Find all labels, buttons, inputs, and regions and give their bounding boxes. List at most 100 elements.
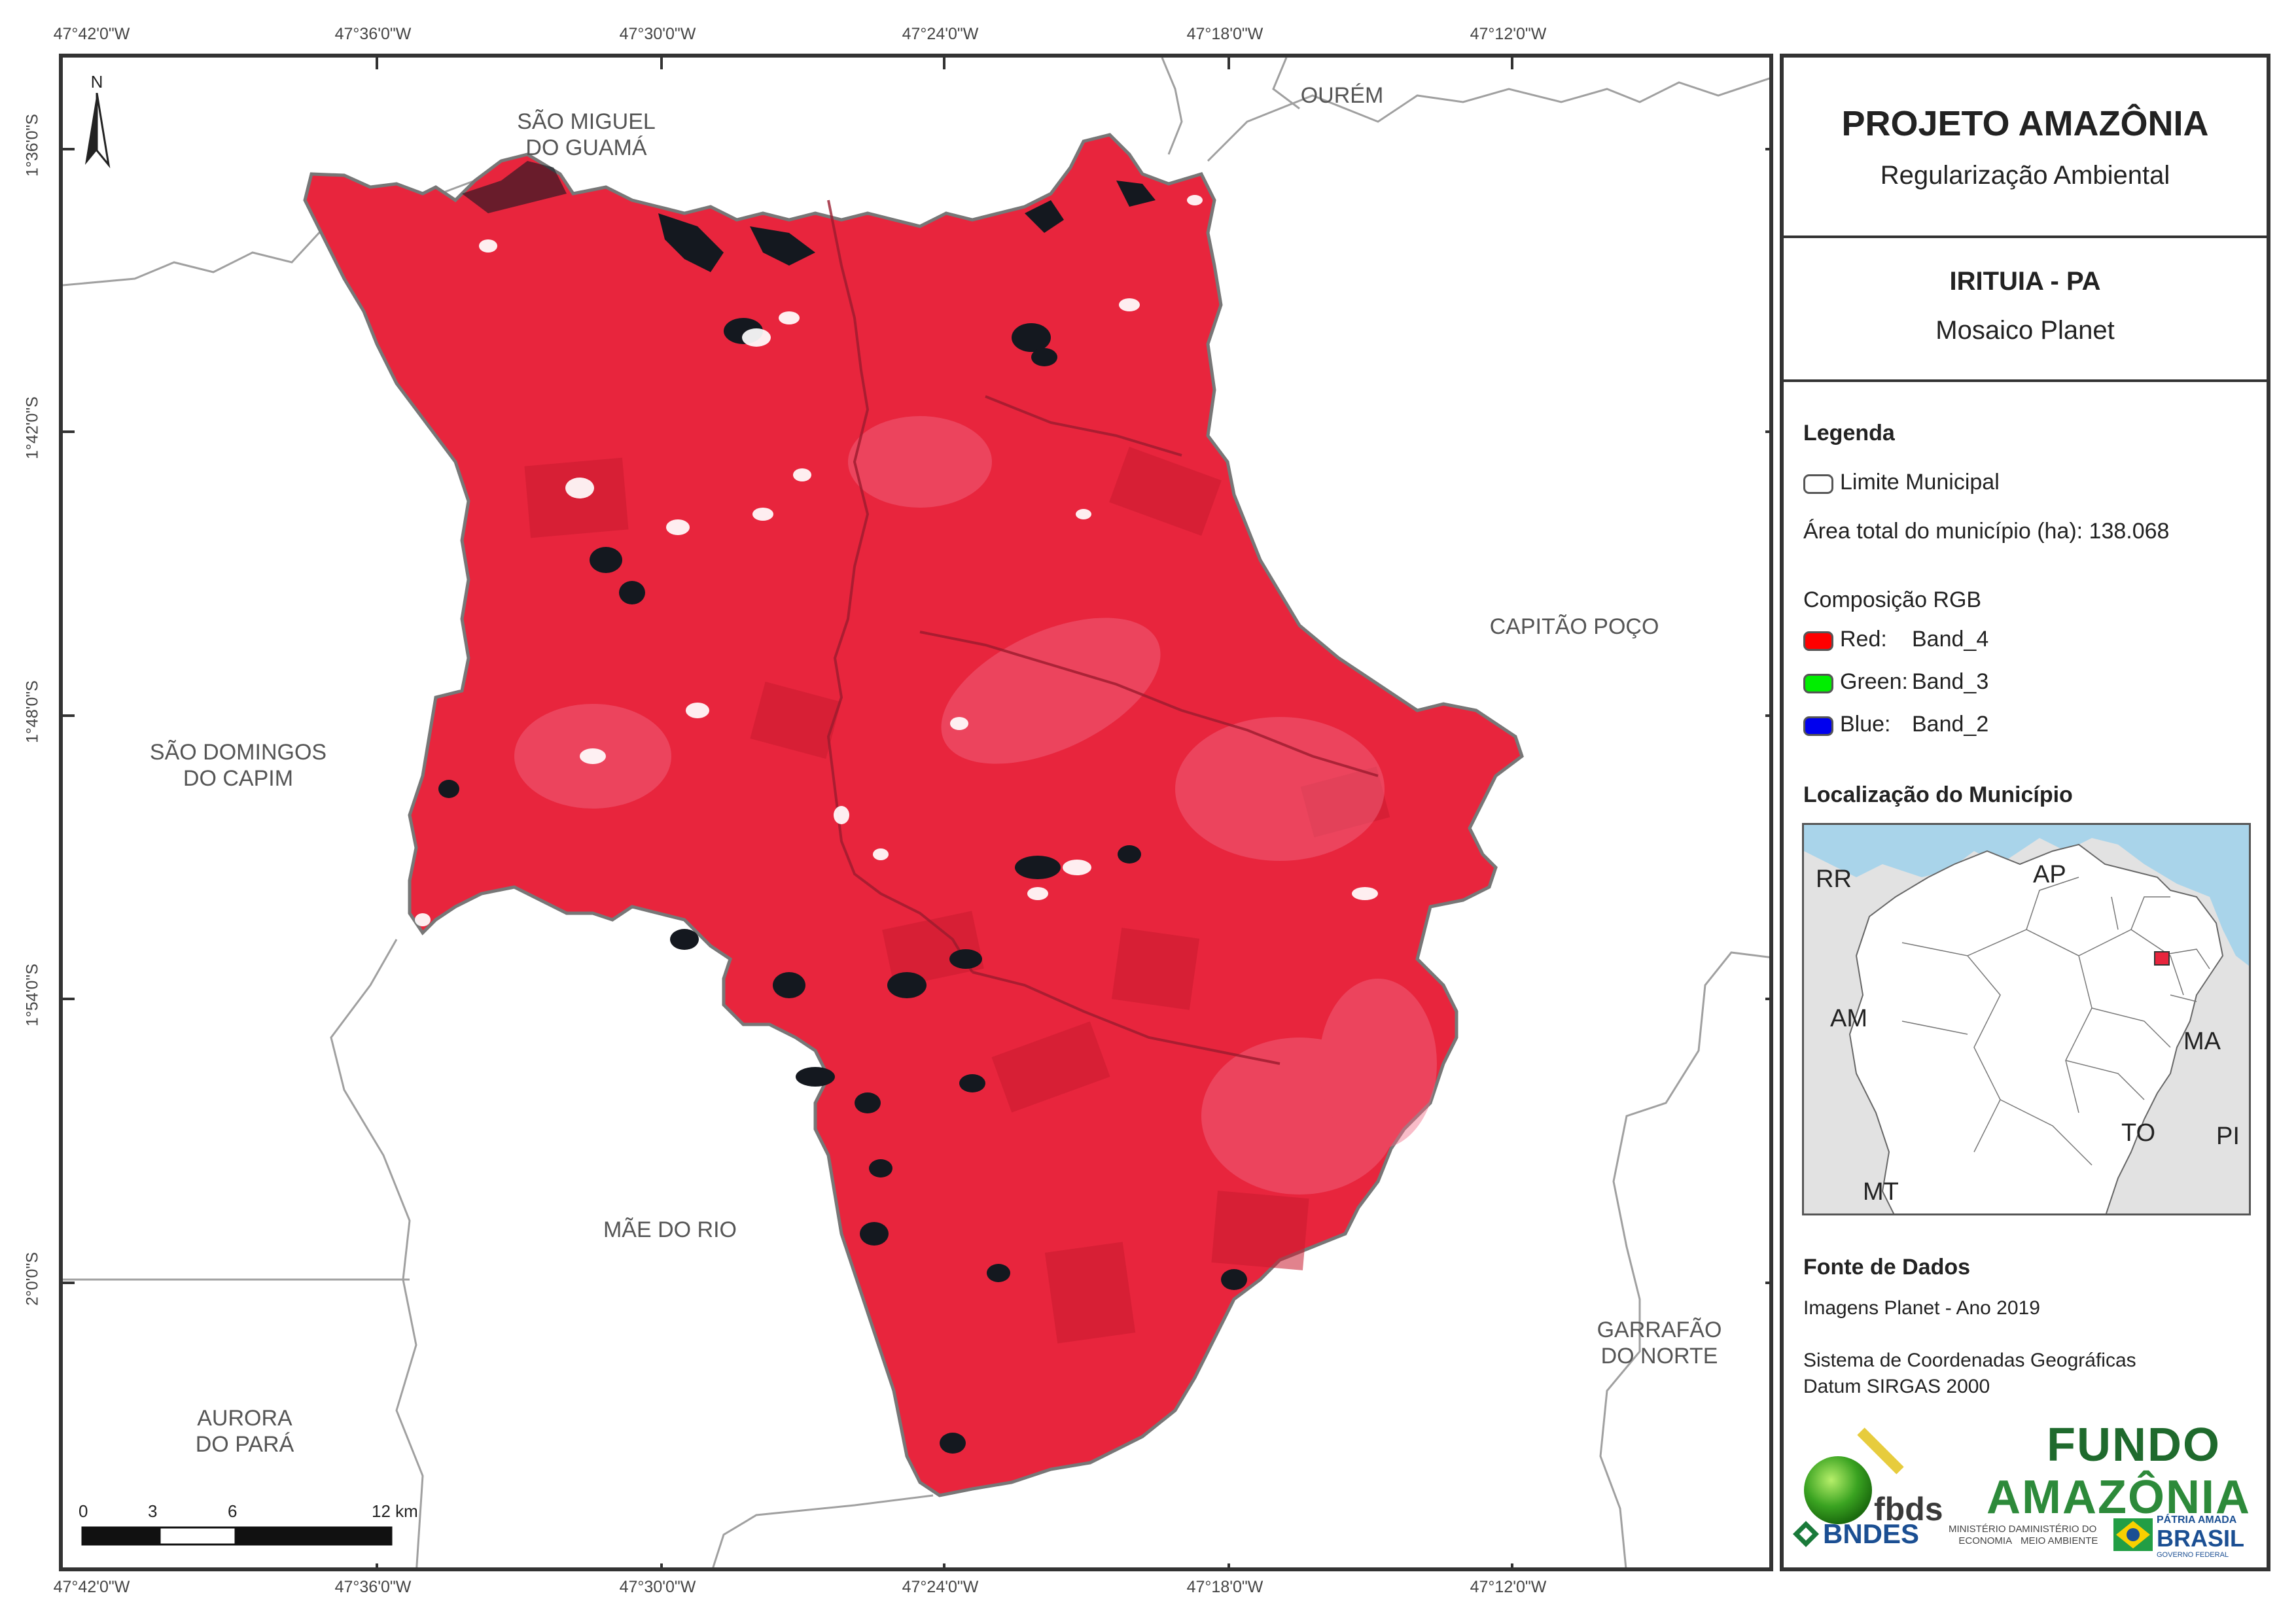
info-panel: PROJETO AMAZÔNIA Regularização Ambiental… xyxy=(1780,54,2270,1571)
river xyxy=(826,200,1379,1065)
field-patches xyxy=(524,447,1390,1344)
inset-label-am: AM xyxy=(1830,1005,1867,1032)
cloud-patches xyxy=(415,195,1378,926)
inset-label-to: TO xyxy=(2121,1119,2156,1147)
neighbor-label-capitao-poco: CAPITÃO POÇO xyxy=(1489,614,1659,639)
location-heading: Localização do Município xyxy=(1803,782,2073,807)
bndes-wordmark: BNDES xyxy=(1823,1518,1920,1549)
fbds-icon xyxy=(1804,1427,1904,1524)
north-arrow-icon xyxy=(85,93,111,169)
longitude-label-bottom: 47°24'0"W xyxy=(902,1578,979,1596)
map-frame[interactable]: SÃO MIGUEL DO GUAMÁ OURÉM CAPITÃO POÇO S… xyxy=(59,54,1773,1571)
source-imagery: Imagens Planet - Ano 2019 xyxy=(1803,1297,2040,1319)
scale-bar-graphic xyxy=(81,1526,393,1546)
latitude-label: 1°36'0"S xyxy=(23,114,42,177)
scale-bar: 0 3 6 12 km xyxy=(79,1501,418,1554)
neighbor-label-garrafao-do-norte: GARRAFÃO DO NORTE xyxy=(1597,1318,1722,1369)
fundo-wordmark: FUNDO xyxy=(2047,1419,2221,1471)
band-red-name: Band_4 xyxy=(1912,627,1989,652)
governo-federal: GOVERNO FEDERAL xyxy=(2157,1551,2229,1559)
boundary-line xyxy=(1599,951,1769,1567)
neighbor-label-sao-miguel-do-guama: SÃO MIGUEL DO GUAMÁ xyxy=(517,109,656,161)
longitude-label-bottom: 47°30'0"W xyxy=(619,1578,696,1596)
boundary-line xyxy=(1161,58,1183,155)
legend-heading: Legenda xyxy=(1803,421,1895,445)
neighbor-label-sao-domingos-do-capim: SÃO DOMINGOS DO CAPIM xyxy=(149,740,327,792)
source-coordinate-system: Sistema de Coordenadas Geográficas xyxy=(1803,1350,2136,1371)
para-state xyxy=(1848,843,2224,1213)
ministerio-economia: MINISTÉRIO DA ECONOMIA xyxy=(1949,1524,2022,1546)
patria-amada-line2: BRASIL xyxy=(2157,1525,2244,1552)
inset-label-ma: MA xyxy=(2183,1028,2221,1055)
latitude-label: 2°0'0"S xyxy=(23,1251,42,1306)
product-title: Mosaico Planet xyxy=(1935,316,2115,345)
band-blue-channel: Blue: xyxy=(1840,712,1891,737)
location-inset-map: RR AP AM MA TO PI MT xyxy=(1802,823,2251,1215)
brazil-flag-icon xyxy=(2113,1518,2153,1551)
north-label: N xyxy=(90,72,103,92)
bndes-icon xyxy=(1793,1521,1819,1547)
area-total-label: Área total do município (ha): 138.068 xyxy=(1803,519,2170,544)
frame-ticks xyxy=(63,58,1769,1567)
scale-tick-label: 0 xyxy=(79,1501,88,1521)
longitude-label-bottom: 47°42'0"W xyxy=(53,1578,130,1596)
irituia-location-marker xyxy=(2154,951,2170,966)
band-red-swatch xyxy=(1803,631,1833,651)
latitude-label: 1°54'0"S xyxy=(23,964,42,1026)
rgb-heading: Composição RGB xyxy=(1803,587,1982,612)
project-title: PROJETO AMAZÔNIA xyxy=(1841,104,2209,143)
sources-heading: Fonte de Dados xyxy=(1803,1255,1971,1280)
boundary-line xyxy=(330,939,424,1567)
source-datum: Datum SIRGAS 2000 xyxy=(1803,1376,1990,1397)
fbds-wordmark: fbds xyxy=(1874,1491,1943,1527)
boundary-line xyxy=(712,1494,934,1567)
inset-label-mt: MT xyxy=(1863,1178,1899,1206)
fundo-amazonia-logo: FUNDO AMAZÔNIA xyxy=(1984,1405,2259,1536)
amazonia-wordmark: AMAZÔNIA xyxy=(1987,1471,2251,1524)
boundary-swatch xyxy=(1803,474,1833,494)
band-green-name: Band_3 xyxy=(1912,669,1989,694)
panel-divider xyxy=(1784,236,2267,238)
boundary-line xyxy=(1272,58,1300,110)
map-canvas[interactable] xyxy=(63,58,1773,1571)
longitude-label-bottom: 47°36'0"W xyxy=(334,1578,412,1596)
longitude-label-top: 47°42'0"W xyxy=(53,25,130,43)
neighbor-label-mae-do-rio: MÃE DO RIO xyxy=(603,1217,737,1242)
municipality-title: IRITUIA - PA xyxy=(1949,267,2101,296)
longitude-label-bottom: 47°18'0"W xyxy=(1186,1578,1263,1596)
north-arrow: N xyxy=(77,72,116,170)
band-green-swatch xyxy=(1803,674,1833,693)
ministerio-meio-ambiente: MINISTÉRIO DO MEIO AMBIENTE xyxy=(2021,1524,2098,1546)
ocean xyxy=(1804,825,2249,966)
neighbor-label-ourem: OURÉM xyxy=(1300,83,1384,108)
scale-tick-label: 3 xyxy=(148,1501,158,1521)
inset-label-pi: PI xyxy=(2216,1123,2240,1150)
band-blue-swatch xyxy=(1803,716,1833,736)
inset-graphic xyxy=(1804,825,2249,1213)
boundary-line xyxy=(1207,77,1769,162)
band-green-channel: Green: xyxy=(1840,669,1908,694)
longitude-label-bottom: 47°12'0"W xyxy=(1470,1578,1547,1596)
inset-label-ap: AP xyxy=(2033,861,2066,888)
longitude-label-top: 47°36'0"W xyxy=(334,25,412,43)
band-red-channel: Red: xyxy=(1840,627,1887,652)
latitude-label: 1°42'0"S xyxy=(23,396,42,459)
longitude-label-top: 47°30'0"W xyxy=(619,25,696,43)
longitude-label-top: 47°24'0"W xyxy=(902,25,979,43)
inset-label-rr: RR xyxy=(1816,865,1852,893)
legend-boundary-label: Limite Municipal xyxy=(1840,470,2000,495)
latitude-label: 1°48'0"S xyxy=(23,680,42,743)
project-subtitle: Regularização Ambiental xyxy=(1880,161,2170,190)
inset-municipal-lines xyxy=(1901,877,2210,1166)
scale-tick-label: 12 km xyxy=(372,1501,418,1521)
longitude-label-top: 47°12'0"W xyxy=(1470,25,1547,43)
patria-amada-line1: PÁTRIA AMADA xyxy=(2157,1514,2237,1526)
water-bodies xyxy=(438,161,1247,1454)
neighbor-label-aurora-do-para: AURORA DO PARÁ xyxy=(195,1406,294,1457)
neighbor-boundaries xyxy=(63,58,1769,1567)
scale-tick-label: 6 xyxy=(228,1501,238,1521)
sponsor-logos: BNDES MINISTÉRIO DA ECONOMIA MINISTÉRIO … xyxy=(1793,1508,2264,1567)
fbds-logo: fbds xyxy=(1802,1425,1966,1529)
band-blue-name: Band_2 xyxy=(1912,712,1989,737)
panel-divider xyxy=(1784,379,2267,382)
